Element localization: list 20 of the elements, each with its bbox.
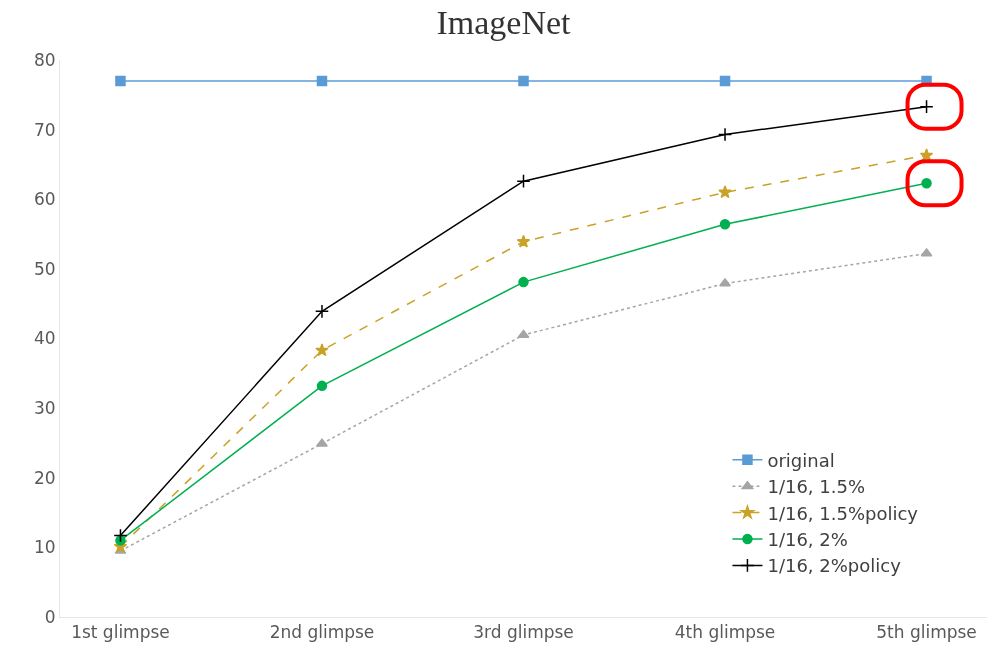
x-tick-label: 1st glimpse [71, 622, 170, 643]
x-tick-label: 4th glimpse [674, 622, 776, 643]
y-tick-label: 80 [33, 49, 56, 70]
y-tick-label: 50 [33, 258, 56, 279]
y-tick-label: 30 [33, 398, 56, 419]
y-tick-label: 20 [33, 467, 56, 488]
y-tick-label: 10 [33, 537, 56, 558]
legend-label: original [767, 449, 835, 471]
chart-title: ImageNet [436, 3, 572, 41]
legend-label: 1/16, 1.5% [767, 476, 866, 498]
x-tick-label: 2nd glimpse [269, 622, 375, 643]
y-tick-label: 70 [33, 119, 56, 140]
x-tick-label: 3rd glimpse [473, 622, 574, 643]
legend-label: 1/16, 1.5%policy [767, 502, 919, 524]
y-tick-label: 40 [33, 328, 56, 349]
legend-label: 1/16, 2% [767, 529, 848, 550]
y-tick-label: 60 [33, 189, 56, 210]
legend-label: 1/16, 2%policy [767, 555, 902, 577]
y-tick-label: 0 [44, 606, 56, 627]
x-tick-label: 5th glimpse [876, 622, 977, 643]
